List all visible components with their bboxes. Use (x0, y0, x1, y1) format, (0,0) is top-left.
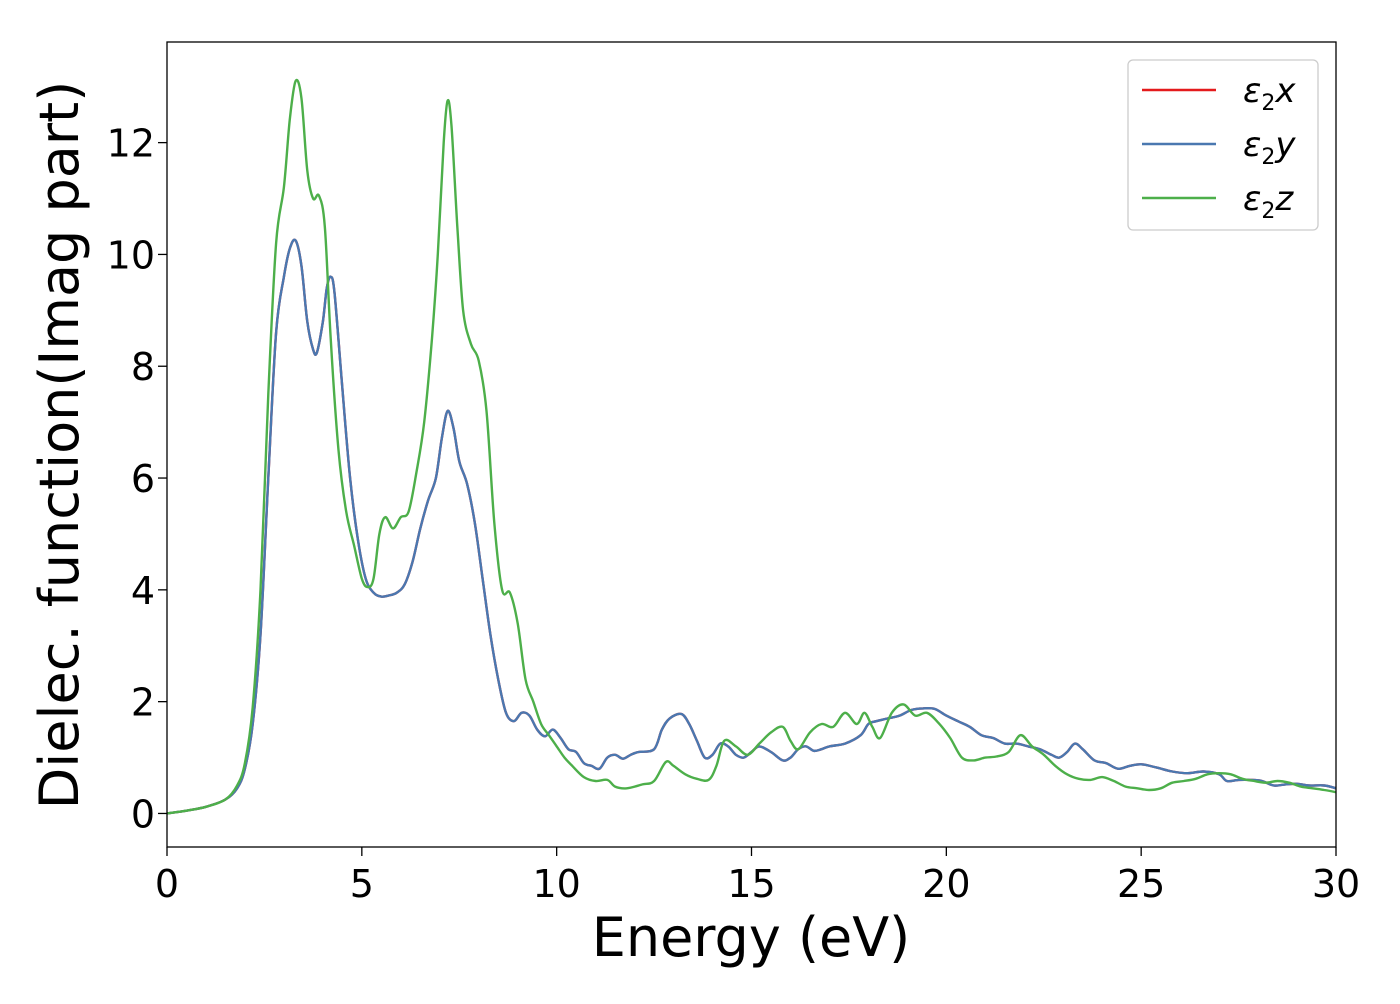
x-tick-label: 25 (1117, 862, 1165, 906)
series-line-y (166, 238, 1337, 815)
x-axis-ticks: 0 5 10 15 20 25 30 (155, 847, 1360, 906)
y-tick-label: 2 (131, 681, 155, 725)
legend-label-y: ε2y (1243, 125, 1296, 170)
x-axis-title: Energy (eV) (592, 906, 911, 969)
series-line-x (166, 238, 1337, 815)
legend-box (1127, 59, 1319, 231)
y-tick-label: 4 (131, 569, 155, 613)
x-tick-label: 15 (727, 862, 775, 906)
x-tick-label: 10 (532, 862, 580, 906)
series-line-z (166, 78, 1337, 815)
y-tick-label: 6 (131, 457, 155, 501)
legend-label-x: ε2x (1243, 71, 1296, 116)
x-tick-label: 5 (350, 862, 374, 906)
y-axis-title: Dielec. function(Imag part) (28, 81, 91, 810)
legend-label-z: ε2z (1243, 179, 1294, 224)
legend: ε2x ε2y ε2z (1127, 59, 1319, 231)
y-axis-ticks: 0 2 4 6 8 10 12 (107, 122, 167, 836)
y-tick-label: 12 (107, 122, 155, 166)
x-tick-label: 30 (1312, 862, 1360, 906)
y-tick-label: 0 (131, 792, 155, 836)
x-tick-label: 0 (155, 862, 179, 906)
x-tick-label: 20 (922, 862, 970, 906)
series-layer (166, 78, 1337, 815)
y-tick-label: 8 (131, 345, 155, 389)
y-tick-label: 10 (107, 233, 155, 277)
